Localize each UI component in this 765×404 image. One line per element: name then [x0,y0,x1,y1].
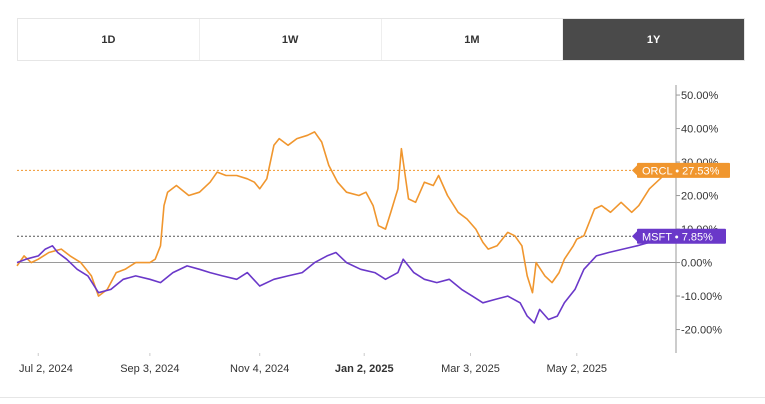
x-tick-label: Sep 3, 2024 [120,363,179,375]
y-tick-label: 0.00% [681,258,712,270]
x-tick-label: Nov 4, 2024 [230,363,289,375]
bottom-divider [0,397,765,398]
orcl-series-line [16,131,670,297]
x-tick-label: Jul 2, 2024 [19,363,73,375]
msft-badge-pointer [632,231,637,242]
orcl-last-value-badge [637,162,730,178]
y-axis: -20.00%-10.00%0.00%10.00%20.00%30.00%40.… [675,85,722,353]
grid-layer [17,169,676,264]
x-tick-label: May 2, 2025 [547,363,608,375]
x-axis: Jul 2, 2024 Sep 3, 2024 Nov 4, 2024 Jan 2, … [19,353,607,375]
tab-1w[interactable]: 1W [199,19,382,60]
msft-last-value-badge [637,228,726,244]
y-tick-label: -10.00% [681,291,722,303]
orcl-last-value-label: ORCL • 27.53% [642,165,720,177]
y-tick-label: 40.00% [681,124,719,136]
msft-series-line [16,235,670,324]
tab-1y[interactable]: 1Y [563,19,744,60]
y-tick-label: 50.00% [681,90,719,102]
msft-last-value-label: MSFT • 7.85% [642,231,713,243]
x-tick-label: Jan 2, 2025 [335,363,394,375]
timeframe-tabs: 1D 1W 1M 1Y [17,18,745,61]
orcl-badge-pointer [632,165,637,176]
x-tick-label: Mar 3, 2025 [441,363,500,375]
series-layer [16,131,670,324]
tab-1m[interactable]: 1M [381,19,564,60]
tab-1d[interactable]: 1D [18,19,200,60]
y-tick-label: -20.00% [681,325,722,337]
last-value-labels: ORCL • 27.53% MSFT • 7.85% [632,162,730,244]
y-tick-label: 20.00% [681,191,719,203]
